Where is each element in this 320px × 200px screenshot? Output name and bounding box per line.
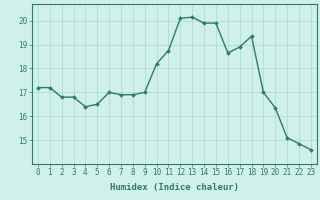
X-axis label: Humidex (Indice chaleur): Humidex (Indice chaleur) [110,183,239,192]
